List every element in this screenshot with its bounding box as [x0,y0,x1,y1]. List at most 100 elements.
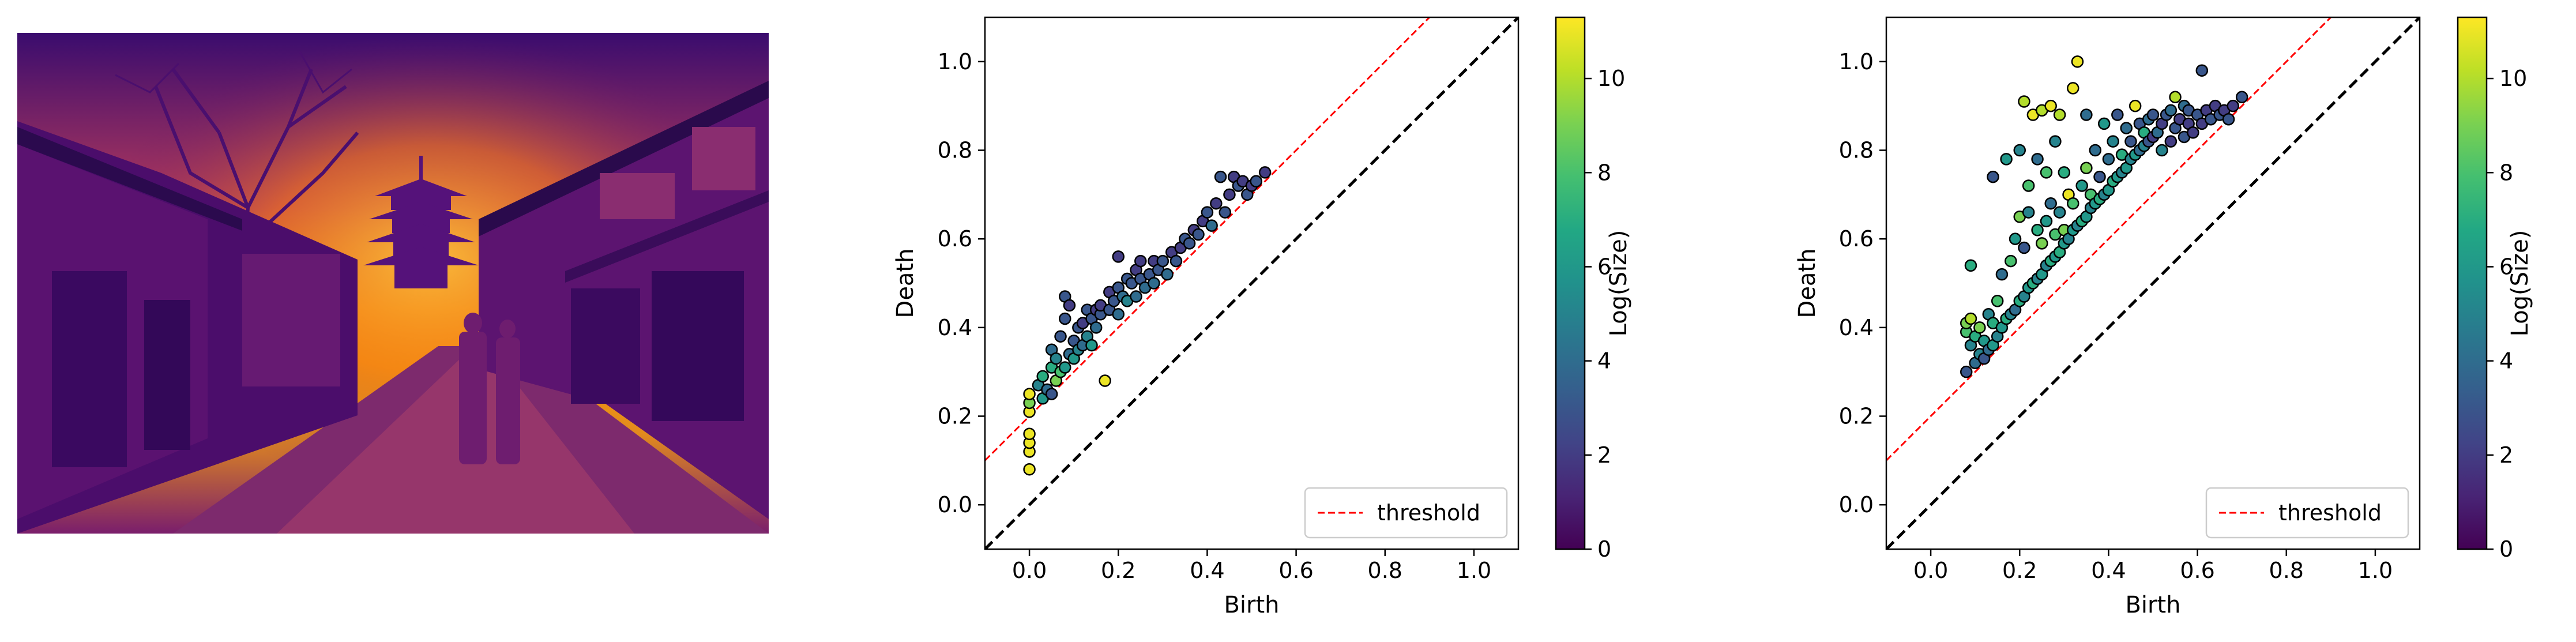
data-point [1148,277,1160,290]
data-point [2009,232,2022,245]
y-tick-label: 0.6 [938,226,972,251]
x-tick-label: 0.6 [2180,558,2214,583]
data-point [1023,388,1036,400]
data-point [1059,361,1071,374]
legend: threshold [1304,487,1508,539]
data-point [1023,427,1036,440]
data-point [1085,339,1098,352]
y-axis-label: Death [892,249,919,318]
plot-area [985,17,1518,549]
data-point [2018,95,2030,108]
data-point [2156,144,2168,157]
colorbar-tick-label: 4 [2499,348,2513,374]
data-point [2195,64,2209,77]
x-tick-label: 0.6 [1278,558,1313,583]
data-point [2022,206,2035,219]
data-point [1099,374,1111,387]
data-point [1964,259,1977,272]
data-point [1995,268,2009,281]
data-point [1991,294,2004,307]
plot-area [1886,17,2420,549]
x-tick-label: 0.2 [1101,558,1135,583]
data-point [2036,237,2048,250]
colorbar-gradient [2457,16,2488,550]
data-point [2053,108,2066,121]
data-point [1210,197,1223,210]
threshold-line [1886,17,2332,461]
axes-frame [1885,16,2421,550]
data-point [2075,179,2088,192]
x-tick-label: 0.2 [2002,558,2037,583]
data-point [2080,108,2093,121]
x-tick-label: 0.0 [1913,558,1948,583]
data-point [2093,170,2106,183]
colorbar-label: Log(Size) [1605,230,1632,337]
axes-frame [984,16,1520,550]
colorbar-tick-label: 2 [2499,442,2513,468]
x-tick-label: 0.4 [1190,558,1224,583]
y-tick-label: 0.4 [1839,315,1874,340]
x-tick-label: 0.8 [2269,558,2304,583]
y-tick-label: 0.8 [938,138,972,163]
data-point [2044,197,2057,210]
data-point [2040,215,2053,228]
pagoda-silhouette [363,156,479,288]
diagonal-line [985,17,1518,549]
x-tick-label: 1.0 [2358,558,2393,583]
data-point [2071,55,2084,68]
data-point [2102,153,2115,166]
tree-silhouette [115,51,359,301]
data-point [2187,126,2199,139]
people-silhouettes [459,313,520,464]
x-tick-label: 0.8 [1368,558,1402,583]
data-point [1214,170,1227,183]
data-point [2067,82,2079,95]
data-point [1205,219,1218,232]
right-buildings [479,81,769,519]
x-tick-label: 0.4 [2091,558,2126,583]
colorbar-tick-label: 0 [1597,536,1611,562]
y-tick-label: 0.8 [1839,138,1874,163]
x-axis-label: Birth [2125,592,2180,618]
threshold-line [985,17,1431,461]
data-point [1161,268,1174,281]
data-point [2129,99,2142,112]
data-point [1192,228,1205,241]
inferno-photo-panel [17,33,769,534]
data-point [1089,321,1103,334]
colorbar-tick-label: 10 [2499,66,2527,91]
left-buildings [17,121,358,534]
data-point [2013,144,2026,157]
data-point [1250,175,1262,188]
data-point [1063,299,1076,312]
persistence-diagram-1: 0.0 0.2 0.4 0.6 0.8 1.0 0.0 0.2 0.4 0.6 0.8 1.0 Birt… [892,16,1632,618]
data-point [1045,388,1058,400]
legend-label: threshold [1377,500,1480,525]
data-point [2053,206,2066,219]
data-point [1964,312,1977,325]
data-point [2111,108,2124,121]
y-tick-label: 0.4 [938,315,972,340]
data-point [2164,104,2178,117]
data-point [1156,254,1169,268]
colorbar-tick-label: 2 [1597,442,1611,468]
diagonal-line [1886,17,2420,549]
data-point [2005,254,2017,268]
data-point [1054,330,1067,343]
x-tick-label: 0.0 [1012,558,1047,583]
data-point [2120,122,2133,134]
data-point [2000,153,2013,166]
data-point [1219,206,1231,219]
data-point [1130,290,1142,303]
colorbar-gradient [1555,16,1586,550]
data-point [1169,254,1183,268]
y-tick-label: 1.0 [1839,49,1874,74]
data-point [1973,321,1986,334]
colorbar-tick-label: 8 [1597,160,1611,185]
data-point [2222,112,2235,126]
data-point [1050,352,1063,365]
data-point [2235,91,2248,104]
y-tick-label: 1.0 [938,49,972,74]
legend: threshold [2205,487,2409,539]
